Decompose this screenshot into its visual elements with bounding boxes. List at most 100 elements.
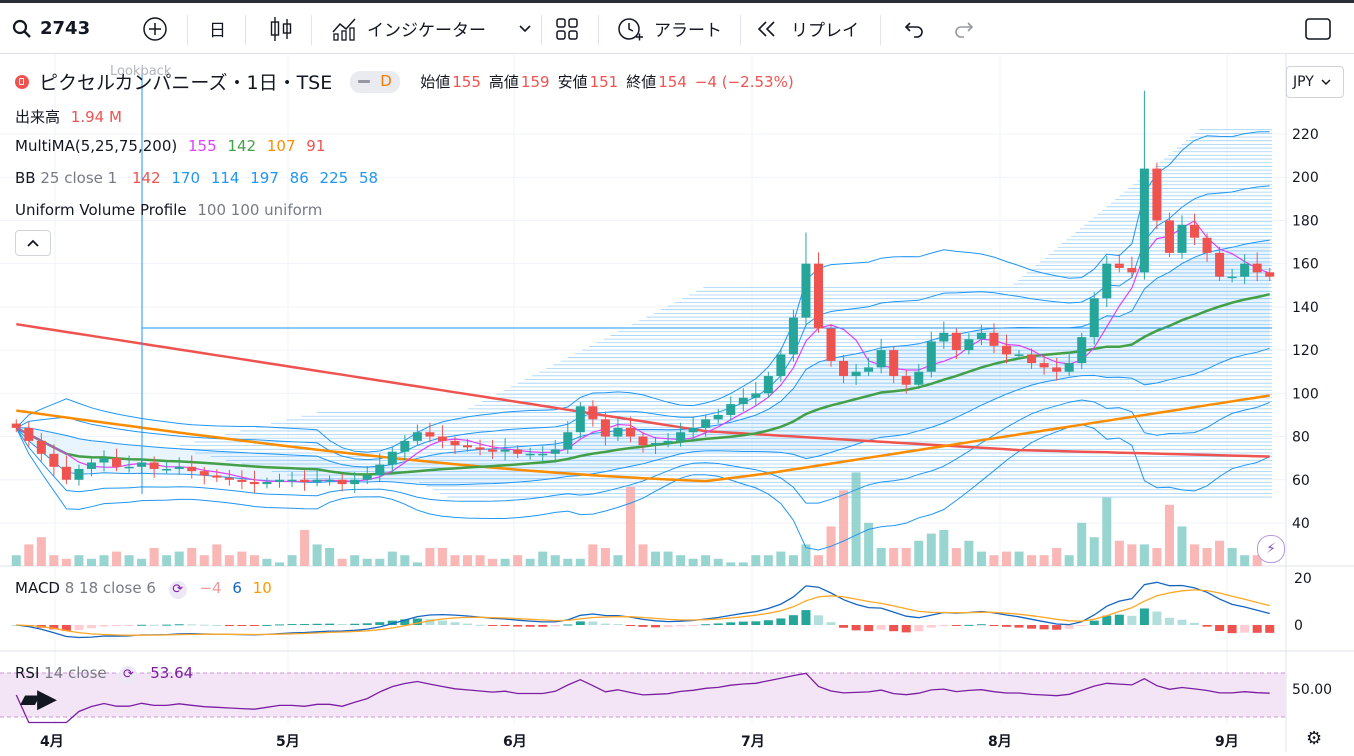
open-value: 155 xyxy=(452,72,481,91)
volume-bar xyxy=(350,555,360,566)
macd-hist-bar xyxy=(437,620,447,625)
bb-line xyxy=(15,347,1270,486)
macd-hist-bar xyxy=(575,621,585,625)
candle-body xyxy=(1265,272,1275,277)
compare-button[interactable] xyxy=(142,3,168,54)
undo-button[interactable] xyxy=(902,3,926,54)
candle-body xyxy=(751,393,761,398)
bb-line xyxy=(15,131,1270,453)
volume-bar xyxy=(61,558,71,566)
volume-bar xyxy=(162,555,172,566)
badge-d: D xyxy=(380,71,392,90)
indicators-dropdown[interactable] xyxy=(518,3,532,54)
alarm-clock-icon xyxy=(618,17,643,40)
candle-body xyxy=(738,397,748,405)
candle-body xyxy=(488,449,498,452)
chart-type-button[interactable] xyxy=(268,3,294,54)
volume-bar xyxy=(575,558,585,566)
flash-button[interactable]: ⚡ xyxy=(1257,535,1285,563)
macd-hist-bar xyxy=(1039,625,1049,630)
chart-area[interactable]: 220 200 180 160 140 120 100 80 60 40 20 0 50.00 4月 5月 6… xyxy=(0,54,1354,752)
candle-body xyxy=(274,479,285,482)
fullscreen-button[interactable] xyxy=(1304,3,1332,54)
multima-legend[interactable]: MultiMA(5,25,75,200) 155 142 107 91 xyxy=(15,137,331,155)
lookback-label: Lookback xyxy=(110,64,172,79)
macd-hist-bar xyxy=(1177,619,1187,625)
visibility-toggle[interactable]: D xyxy=(350,70,401,93)
macd-hist-bar xyxy=(1064,625,1074,629)
volume-bar xyxy=(1227,548,1237,566)
macd-hist-bar xyxy=(751,621,761,625)
macd-hist-bar xyxy=(638,625,648,627)
candle-body xyxy=(1190,224,1200,238)
vp-legend[interactable]: Uniform Volume Profile 100 100 uniform xyxy=(15,201,328,219)
indicators-label: インジケーター xyxy=(367,21,486,41)
ma200-value: 91 xyxy=(306,137,326,155)
macd-hist-bar xyxy=(776,618,786,625)
settings-gear-icon[interactable]: ⚙ xyxy=(1306,728,1323,749)
undo-icon xyxy=(904,21,923,38)
macd-legend[interactable]: MACD 8 18 close 6 ⟳ −4 6 10 xyxy=(15,579,278,599)
bb-value-6: 225 xyxy=(319,169,349,187)
currency-selector[interactable]: JPY xyxy=(1286,66,1344,98)
tradingview-logo-icon[interactable]: ▰▶ xyxy=(20,684,57,714)
macd-hist-bar xyxy=(701,624,711,626)
candle-body xyxy=(375,464,385,476)
interval-button[interactable]: 日 xyxy=(209,3,226,54)
volume-bar xyxy=(337,558,347,566)
volume-legend[interactable]: 出来高 1.94 M xyxy=(15,106,128,127)
macd-hist-bar xyxy=(876,625,886,630)
alert-button[interactable]: アラート xyxy=(616,3,722,54)
candle-body xyxy=(74,468,84,480)
volume-bar xyxy=(876,548,886,566)
volume-bar xyxy=(500,558,510,566)
macd-hist-bar xyxy=(300,624,310,626)
candle-body xyxy=(36,440,46,454)
refresh-icon[interactable]: ⟳ xyxy=(119,666,138,684)
macd-hist-bar xyxy=(337,623,347,625)
macd-hist-bar xyxy=(1114,614,1124,625)
macd-hist-bar xyxy=(914,625,924,632)
indicators-button[interactable]: インジケーター xyxy=(331,3,486,54)
collapse-legend-button[interactable] xyxy=(15,230,51,256)
macd-hist-bar xyxy=(763,620,773,625)
candle-body xyxy=(550,449,560,454)
volume-bar xyxy=(187,548,197,566)
close-value: 154 xyxy=(658,72,687,91)
candle-body xyxy=(325,479,335,482)
refresh-icon[interactable]: ⟳ xyxy=(168,581,187,599)
bb-legend[interactable]: BB 25 close 1 142 170 114 197 86 225 58 xyxy=(15,169,384,187)
alert-label: アラート xyxy=(654,21,722,41)
candle-body xyxy=(851,371,861,377)
volume-bar xyxy=(1102,497,1112,566)
symbol-header: ピクセルカンパニーズ・1日・TSE D 始値 155 高値 159 安値 151 終値… xyxy=(15,68,800,95)
replay-button[interactable]: リプレイ xyxy=(755,3,859,54)
volume-bar xyxy=(638,544,648,566)
layouts-button[interactable] xyxy=(555,3,579,54)
volume-bar xyxy=(400,555,410,566)
symbol-search[interactable]: 2743 xyxy=(12,3,90,54)
macd-hist-bar xyxy=(801,610,811,625)
price-tick-label: 40 xyxy=(1292,516,1310,532)
macd-hist-bar xyxy=(989,625,999,626)
open-label: 始値 xyxy=(420,73,451,91)
macd-hist-bar xyxy=(1190,622,1200,625)
bb-value-5: 86 xyxy=(289,169,309,187)
candle-body xyxy=(124,466,134,469)
candle-body xyxy=(763,376,773,394)
redo-button[interactable] xyxy=(952,3,976,54)
candle-body xyxy=(513,449,523,454)
candle-body xyxy=(212,475,222,478)
macd-hist-bar xyxy=(362,623,372,625)
macd-hist-bar xyxy=(726,622,736,625)
macd-hist-bar xyxy=(375,622,385,625)
candle-body xyxy=(262,481,272,485)
chevron-down-icon xyxy=(1321,79,1331,86)
macd-hist-bar xyxy=(1139,608,1149,625)
price-tick-label: 60 xyxy=(1292,473,1310,489)
volume-bar xyxy=(174,551,184,566)
rsi-legend[interactable]: RSI 14 close ⟳ 53.64 xyxy=(15,664,199,684)
volume-bar xyxy=(1077,522,1087,566)
volume-bar xyxy=(513,555,523,566)
